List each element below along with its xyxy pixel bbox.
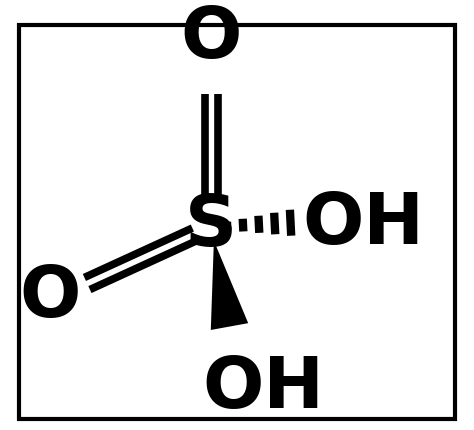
Text: O: O [181, 4, 242, 73]
Polygon shape [211, 241, 248, 330]
Text: O: O [19, 264, 81, 332]
Text: OH: OH [203, 354, 325, 423]
Text: S: S [185, 192, 237, 261]
Text: OH: OH [302, 190, 424, 259]
